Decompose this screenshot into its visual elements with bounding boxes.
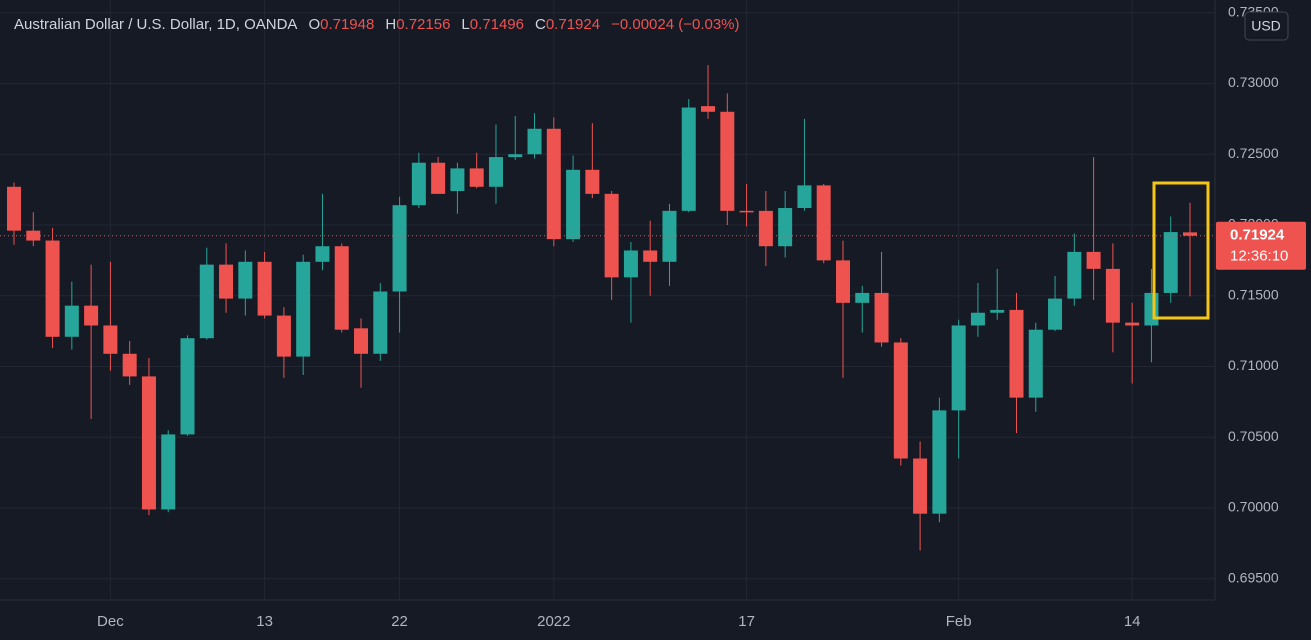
candle-body: [1105, 268, 1120, 323]
candle-body: [469, 168, 484, 187]
x-tick-label: 13: [256, 613, 273, 630]
legend-header: Australian Dollar / U.S. Dollar, 1D, OAN…: [14, 16, 740, 33]
candle-body: [1163, 232, 1178, 293]
candle-body: [238, 261, 253, 299]
candle-body: [1086, 251, 1101, 269]
candle-body: [1183, 232, 1197, 236]
candle-body: [508, 154, 523, 158]
candle-body: [951, 325, 966, 411]
candles: [7, 65, 1197, 551]
x-tick-label: 2022: [537, 613, 570, 630]
candle-body: [276, 315, 291, 357]
ohlc-label: C: [535, 16, 546, 33]
ohlc-value: 0.71924: [545, 16, 601, 33]
grid: [0, 0, 1215, 600]
x-tick-label: 22: [391, 613, 408, 630]
ohlc-label: L: [461, 16, 470, 33]
candle-body: [161, 434, 176, 510]
candle-body: [7, 186, 21, 231]
y-tick-label: 0.69500: [1228, 569, 1279, 585]
candle-body: [913, 458, 928, 514]
candle-body: [893, 342, 908, 459]
candle-body: [1009, 309, 1024, 398]
candle-body: [219, 264, 234, 299]
candle-body: [643, 250, 658, 262]
candle-body: [855, 292, 870, 303]
change: −0.00024 (−0.03%): [611, 16, 740, 33]
candle-body: [662, 210, 677, 262]
candle-body: [315, 246, 330, 262]
axes: [0, 0, 1216, 601]
ohlc-label: H: [385, 16, 397, 33]
price-tag-value: 0.71924: [1230, 227, 1285, 244]
candle-body: [527, 128, 542, 155]
candle-body: [180, 338, 195, 435]
highlight-box: [1152, 181, 1210, 320]
ohlc-label: O: [308, 16, 321, 33]
candle-body: [354, 328, 369, 354]
y-tick-label: 0.71500: [1228, 286, 1279, 302]
candle-body: [64, 305, 79, 337]
candle-body: [778, 208, 793, 247]
x-tick-label: Feb: [946, 613, 972, 630]
candle-body: [720, 111, 735, 211]
candle-body: [797, 185, 812, 209]
candle-body: [1028, 329, 1043, 398]
candle-body: [296, 261, 311, 357]
price-tag: [1216, 221, 1306, 270]
y-tick-label: 0.73000: [1228, 74, 1279, 90]
candle-body: [932, 410, 947, 514]
candle-body: [411, 162, 426, 206]
candle-body: [392, 205, 407, 292]
candle-body: [701, 106, 716, 112]
candle-body: [26, 230, 41, 241]
candle-body: [488, 157, 503, 187]
candle-body: [431, 162, 446, 194]
candle-body: [758, 210, 773, 247]
candle-body: [257, 261, 272, 316]
candle-body: [835, 260, 850, 303]
y-tick-label: 0.70000: [1228, 499, 1279, 515]
currency: USD: [1251, 18, 1281, 34]
candle-body: [84, 305, 99, 326]
ohlc-value: 0.72156: [396, 16, 451, 33]
ohlc-value: 0.71496: [469, 16, 524, 33]
y-tick-label: 0.71000: [1228, 357, 1279, 373]
y-tick-label: 0.70500: [1228, 428, 1279, 444]
candle-body: [141, 376, 156, 510]
candle-body: [1048, 298, 1063, 330]
ohlc-value: 0.71948: [320, 16, 375, 33]
candle-body: [373, 291, 388, 354]
candle-body: [623, 250, 638, 278]
x-tick-label: 14: [1124, 613, 1141, 630]
candle-body: [199, 264, 214, 339]
candle-body: [681, 107, 696, 211]
candle-body: [103, 325, 118, 354]
candle-body: [604, 193, 619, 278]
candle-body: [1144, 292, 1159, 326]
candle-body: [816, 185, 831, 261]
candle-body: [566, 169, 581, 240]
currency-box: [1244, 11, 1289, 41]
x-tick-label: Dec: [97, 613, 124, 630]
symbol-title: Australian Dollar / U.S. Dollar, 1D, OAN…: [14, 16, 298, 33]
candle-body: [739, 210, 754, 213]
y-tick-label: 0.72500: [1228, 145, 1279, 161]
candle-body: [970, 312, 985, 326]
candle-body: [1125, 322, 1140, 326]
overlay: 0.695000.700000.705000.710000.715000.720…: [0, 3, 1306, 630]
price-tag-countdown: 12:36:10: [1230, 248, 1288, 265]
candle-body: [585, 169, 600, 194]
candle-body: [874, 292, 889, 343]
candle-body: [990, 309, 1005, 313]
candle-body: [546, 128, 561, 240]
candle-body: [45, 240, 60, 337]
x-tick-label: 17: [738, 613, 755, 630]
candle-body: [122, 353, 137, 377]
candle-body: [1067, 251, 1082, 299]
candle-body: [334, 246, 349, 330]
candle-body: [450, 168, 465, 192]
